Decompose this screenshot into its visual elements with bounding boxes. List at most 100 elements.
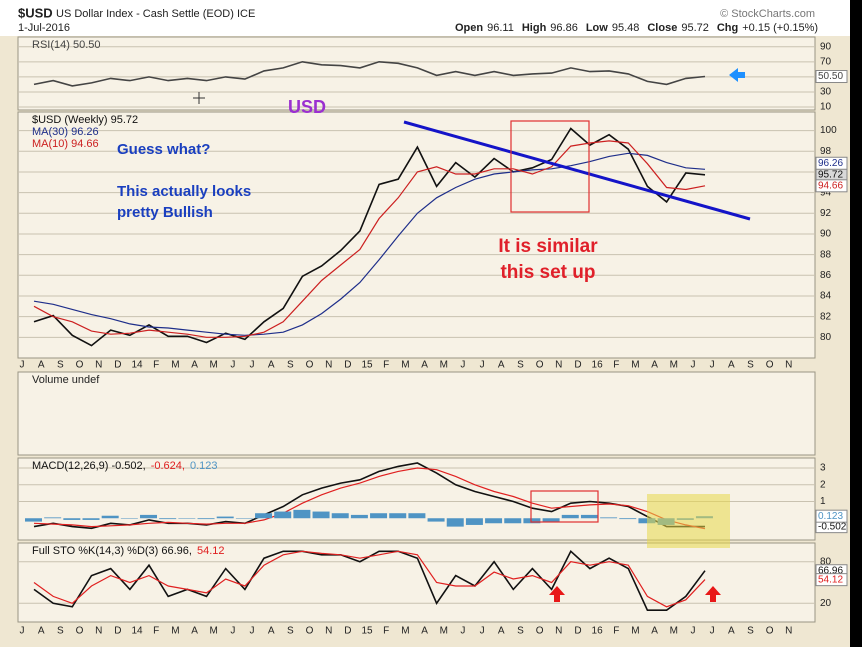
legend-entry: 0.123	[190, 460, 218, 472]
quote-value: 96.11	[487, 22, 514, 34]
x-tick-label: A	[651, 360, 658, 371]
bar	[312, 511, 330, 519]
x-tick-label: F	[153, 626, 159, 637]
y-tick-label: 94	[820, 187, 832, 198]
tag-label: 54.12	[818, 574, 843, 585]
legend-entry: $USD (Weekly) 95.72	[32, 114, 138, 126]
x-tick-label: M	[631, 626, 639, 637]
y-tick-label: 80	[820, 556, 832, 567]
x-tick-label: A	[651, 626, 658, 637]
tag-label: 94.66	[818, 180, 843, 191]
quote-label: High	[522, 22, 547, 34]
x-tick-label: A	[268, 360, 275, 371]
x-tick-label: A	[421, 626, 428, 637]
x-tick-label: O	[306, 626, 314, 637]
legend-entry: Full STO %K(14,3) %D(3) 66.96,	[32, 545, 192, 557]
bar	[274, 511, 292, 519]
series-line	[33, 60, 706, 87]
overlays	[193, 68, 751, 602]
highlight-box	[530, 490, 599, 523]
x-tick-label: A	[191, 360, 198, 371]
y-tick-label: 90	[820, 41, 832, 52]
quote-value: +0.15 (+0.15%)	[742, 22, 818, 34]
bar	[178, 518, 196, 519]
x-tick-label: M	[171, 360, 179, 371]
x-tick-label: 16	[592, 626, 604, 637]
x-tick-label: N	[785, 626, 792, 637]
bar	[293, 509, 311, 519]
x-tick-label: O	[536, 626, 544, 637]
series-line	[33, 550, 706, 608]
x-tick-label: M	[670, 360, 678, 371]
x-tick-label: J	[230, 626, 235, 637]
x-tick-label: S	[287, 360, 294, 371]
x-tick-label: S	[517, 360, 524, 371]
bar	[542, 518, 560, 522]
x-tick-label: D	[114, 360, 121, 371]
x-tick-label: O	[536, 360, 544, 371]
y-tick-label: 86	[820, 270, 832, 281]
tag-box	[815, 573, 848, 587]
bar	[427, 518, 445, 522]
x-tick-label: F	[153, 360, 159, 371]
bar	[638, 518, 656, 524]
quote-label: Close	[647, 22, 677, 34]
tag-label: 50.50	[818, 71, 843, 82]
x-tick-label: A	[268, 626, 275, 637]
x-tick-label: J	[710, 360, 715, 371]
x-tick-label: M	[631, 360, 639, 371]
tag-box	[815, 509, 848, 523]
x-tick-label: A	[498, 626, 505, 637]
bar	[389, 513, 407, 519]
x-tick-label: 15	[361, 626, 373, 637]
bar	[44, 517, 62, 519]
y-tick-label: 10	[820, 102, 832, 113]
x-tick-label: O	[76, 360, 84, 371]
tag-label: 0.123	[818, 511, 843, 522]
annotation: This actually looks	[117, 183, 251, 200]
x-tick-label: N	[785, 360, 792, 371]
bar	[216, 516, 234, 519]
x-tick-label: S	[747, 360, 754, 371]
panel-title: Volume undef	[32, 374, 100, 386]
y-tick-label: 82	[820, 311, 832, 322]
x-tick-label: J	[20, 360, 25, 371]
x-tick-label: D	[114, 626, 121, 637]
x-tick-label: S	[57, 360, 64, 371]
x-tick-label: F	[613, 626, 619, 637]
plots: 1030507090RSI(14) 50.5050.50JASOND14FMAM…	[17, 36, 848, 637]
x-tick-label: S	[747, 626, 754, 637]
x-tick-label: A	[728, 626, 735, 637]
annotation: this set up	[500, 262, 595, 283]
panel	[17, 371, 816, 456]
y-tick-label: 70	[820, 56, 832, 67]
x-tick-label: N	[325, 626, 332, 637]
x-tick-label: D	[574, 360, 581, 371]
x-tick-label: J	[710, 626, 715, 637]
copyright: © StockCharts.com	[720, 8, 815, 20]
bar	[600, 517, 618, 519]
cursor	[193, 92, 205, 104]
x-tick-label: M	[401, 626, 409, 637]
bar	[465, 518, 483, 525]
y-tick-label: 88	[820, 249, 832, 260]
x-tick-label: F	[613, 360, 619, 371]
bar	[485, 518, 503, 524]
bar	[331, 513, 349, 519]
x-tick-label: J	[250, 360, 255, 371]
x-tick-label: J	[480, 360, 485, 371]
x-tick-label: J	[20, 626, 25, 637]
x-tick-label: 14	[131, 626, 143, 637]
date: 1-Jul-2016	[18, 22, 70, 34]
x-tick-label: M	[440, 360, 448, 371]
x-tick-label: M	[210, 360, 218, 371]
bar	[370, 513, 388, 519]
panel	[17, 542, 816, 623]
x-tick-label: N	[95, 626, 102, 637]
series-line	[33, 140, 706, 338]
x-tick-label: 14	[131, 360, 143, 371]
x-tick-label: J	[460, 626, 465, 637]
annotation: It is similar	[498, 236, 598, 257]
bar	[140, 514, 158, 519]
